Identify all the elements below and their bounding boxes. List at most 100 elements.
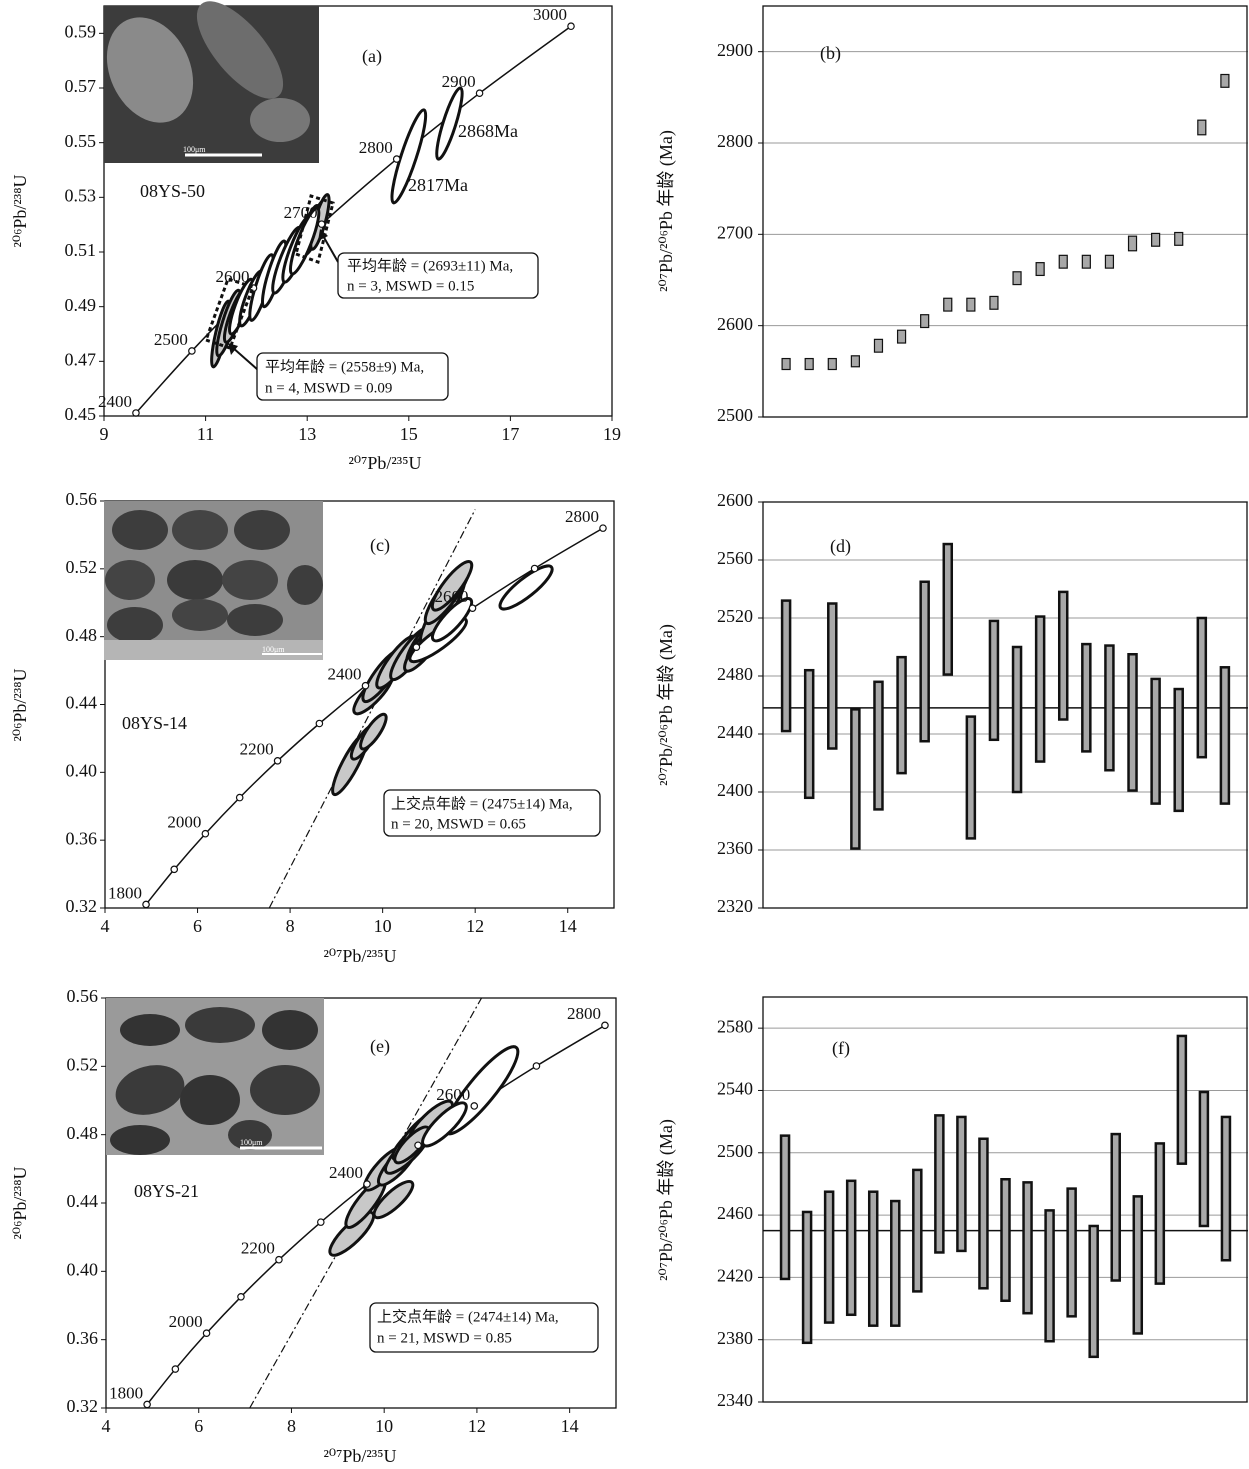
x-tick-label: 6 — [194, 1416, 203, 1436]
annotation-box — [383, 789, 601, 837]
arrow-head — [228, 343, 238, 355]
y-tick-label: 2440 — [717, 722, 753, 742]
sample-label: 08YS-21 — [134, 1181, 199, 1201]
age-bar — [804, 357, 814, 371]
y-axis-label: ²⁰⁷Pb/²⁰⁶Pb 年龄 (Ma) — [656, 624, 677, 786]
concordia-point — [414, 1141, 422, 1150]
age-label: 3000 — [533, 5, 567, 24]
age-label: 1800 — [108, 883, 142, 902]
age-bar — [1000, 1178, 1011, 1302]
age-bar — [1219, 666, 1231, 805]
age-bar — [1088, 1224, 1099, 1359]
y-tick-label: 2540 — [717, 1079, 753, 1099]
error-ellipse — [359, 712, 388, 751]
y-tick-label: 0.32 — [67, 1396, 99, 1416]
age-label: 2400 — [329, 1163, 363, 1182]
x-tick-label: 19 — [603, 424, 621, 444]
panel: 4 6 8 10 12 14 0.32 0.36 0.40 0.44 0.48 0.52 0.56 180… — [66, 489, 615, 936]
x-tick-label: 14 — [559, 916, 577, 936]
age-bar — [1196, 616, 1208, 759]
age-label: 2000 — [169, 1312, 203, 1331]
age-label: 2600 — [216, 267, 250, 286]
arrow — [231, 346, 259, 371]
y-tick-label: 2600 — [717, 314, 753, 334]
box-text: n = 21, MSWD = 0.85 — [377, 1330, 512, 1346]
age-label: 2500 — [154, 330, 188, 349]
y-tick-label: 0.56 — [66, 489, 98, 509]
age-bar — [1066, 1187, 1077, 1318]
age-label: 2800 — [567, 1004, 601, 1023]
age-bar — [1176, 1034, 1188, 1165]
box-text: 平均年龄 = (2558±9) Ma, — [265, 358, 424, 375]
y-tick-label: 2480 — [717, 664, 753, 684]
y-tick-label: 0.51 — [65, 240, 97, 260]
concordia-point — [317, 220, 326, 228]
age-label: 2400 — [327, 665, 361, 684]
y-tick-label: 0.44 — [66, 693, 98, 713]
x-axis-label: ²⁰⁷Pb/²³⁵U — [324, 946, 397, 966]
group-box — [294, 194, 335, 264]
x-tick-label: 12 — [468, 1416, 486, 1436]
age-bar — [942, 542, 954, 676]
age-label: 2700 — [284, 203, 318, 222]
error-ellipse — [328, 1210, 376, 1257]
box-text: n = 4, MSWD = 0.09 — [265, 380, 392, 396]
age-bar — [1174, 231, 1184, 246]
plot-frame — [104, 500, 615, 909]
error-ellipse — [372, 1179, 415, 1220]
x-tick-label: 17 — [501, 424, 519, 444]
plot-frame — [762, 996, 1248, 1403]
plot-frame — [105, 997, 617, 1409]
concordia-point — [567, 22, 575, 31]
plot-frame — [762, 501, 1248, 909]
panel-label: (e) — [370, 1036, 390, 1057]
x-tick-label: 12 — [466, 916, 484, 936]
y-tick-label: 0.40 — [66, 760, 98, 780]
error-ellipse — [435, 86, 464, 161]
y-tick-label: 0.52 — [67, 1054, 99, 1074]
age-bar — [1104, 644, 1115, 772]
concordia-point — [361, 681, 370, 690]
age-bar — [890, 1199, 901, 1327]
y-tick-label: 0.40 — [67, 1259, 99, 1279]
concordia-point — [171, 1365, 180, 1373]
y-tick-label: 2500 — [717, 405, 753, 425]
y-tick-label: 2380 — [717, 1328, 753, 1348]
age-bar — [1110, 1132, 1121, 1282]
y-tick-label: 2500 — [717, 1141, 753, 1161]
age-bar — [912, 1168, 923, 1293]
annotation-box — [369, 1302, 599, 1353]
concordia-point — [275, 1255, 283, 1264]
age-bar — [1012, 271, 1022, 286]
panel: 2320 2360 2400 2440 2480 2520 2560 2600 — [717, 490, 1248, 916]
sample-label: 08YS-50 — [140, 181, 205, 201]
y-tick-label: 0.56 — [67, 986, 99, 1006]
y-tick-label: 0.44 — [67, 1191, 99, 1211]
group-box — [204, 277, 255, 350]
error-ellipse — [430, 597, 474, 643]
age-bar — [1081, 642, 1092, 753]
age-bar — [801, 1210, 813, 1345]
concordia-point — [363, 1180, 371, 1188]
y-tick-label: 2420 — [717, 1266, 753, 1286]
plot-frame — [103, 5, 613, 417]
age-bar — [1081, 254, 1091, 269]
discordia-line — [268, 509, 476, 908]
y-tick-label: 2520 — [717, 606, 753, 626]
error-ellipse — [288, 206, 321, 276]
x-tick-label: 8 — [287, 1416, 296, 1436]
age-bar — [1127, 653, 1138, 792]
concordia-point — [237, 1292, 245, 1301]
age-bar — [867, 1190, 879, 1327]
concordia-point — [315, 719, 324, 728]
age-bar — [1034, 615, 1046, 763]
age-bar — [978, 1137, 989, 1290]
age-bar — [803, 668, 815, 800]
age-label: 2000 — [167, 813, 201, 832]
x-tick-label: 15 — [400, 424, 418, 444]
box-text: n = 20, MSWD = 0.65 — [391, 816, 526, 832]
concordia-point — [392, 155, 401, 163]
y-axis-label: ²⁰⁶Pb/²³⁸U — [10, 669, 30, 742]
concordia-point — [201, 829, 210, 838]
y-tick-label: 2340 — [717, 1390, 753, 1410]
